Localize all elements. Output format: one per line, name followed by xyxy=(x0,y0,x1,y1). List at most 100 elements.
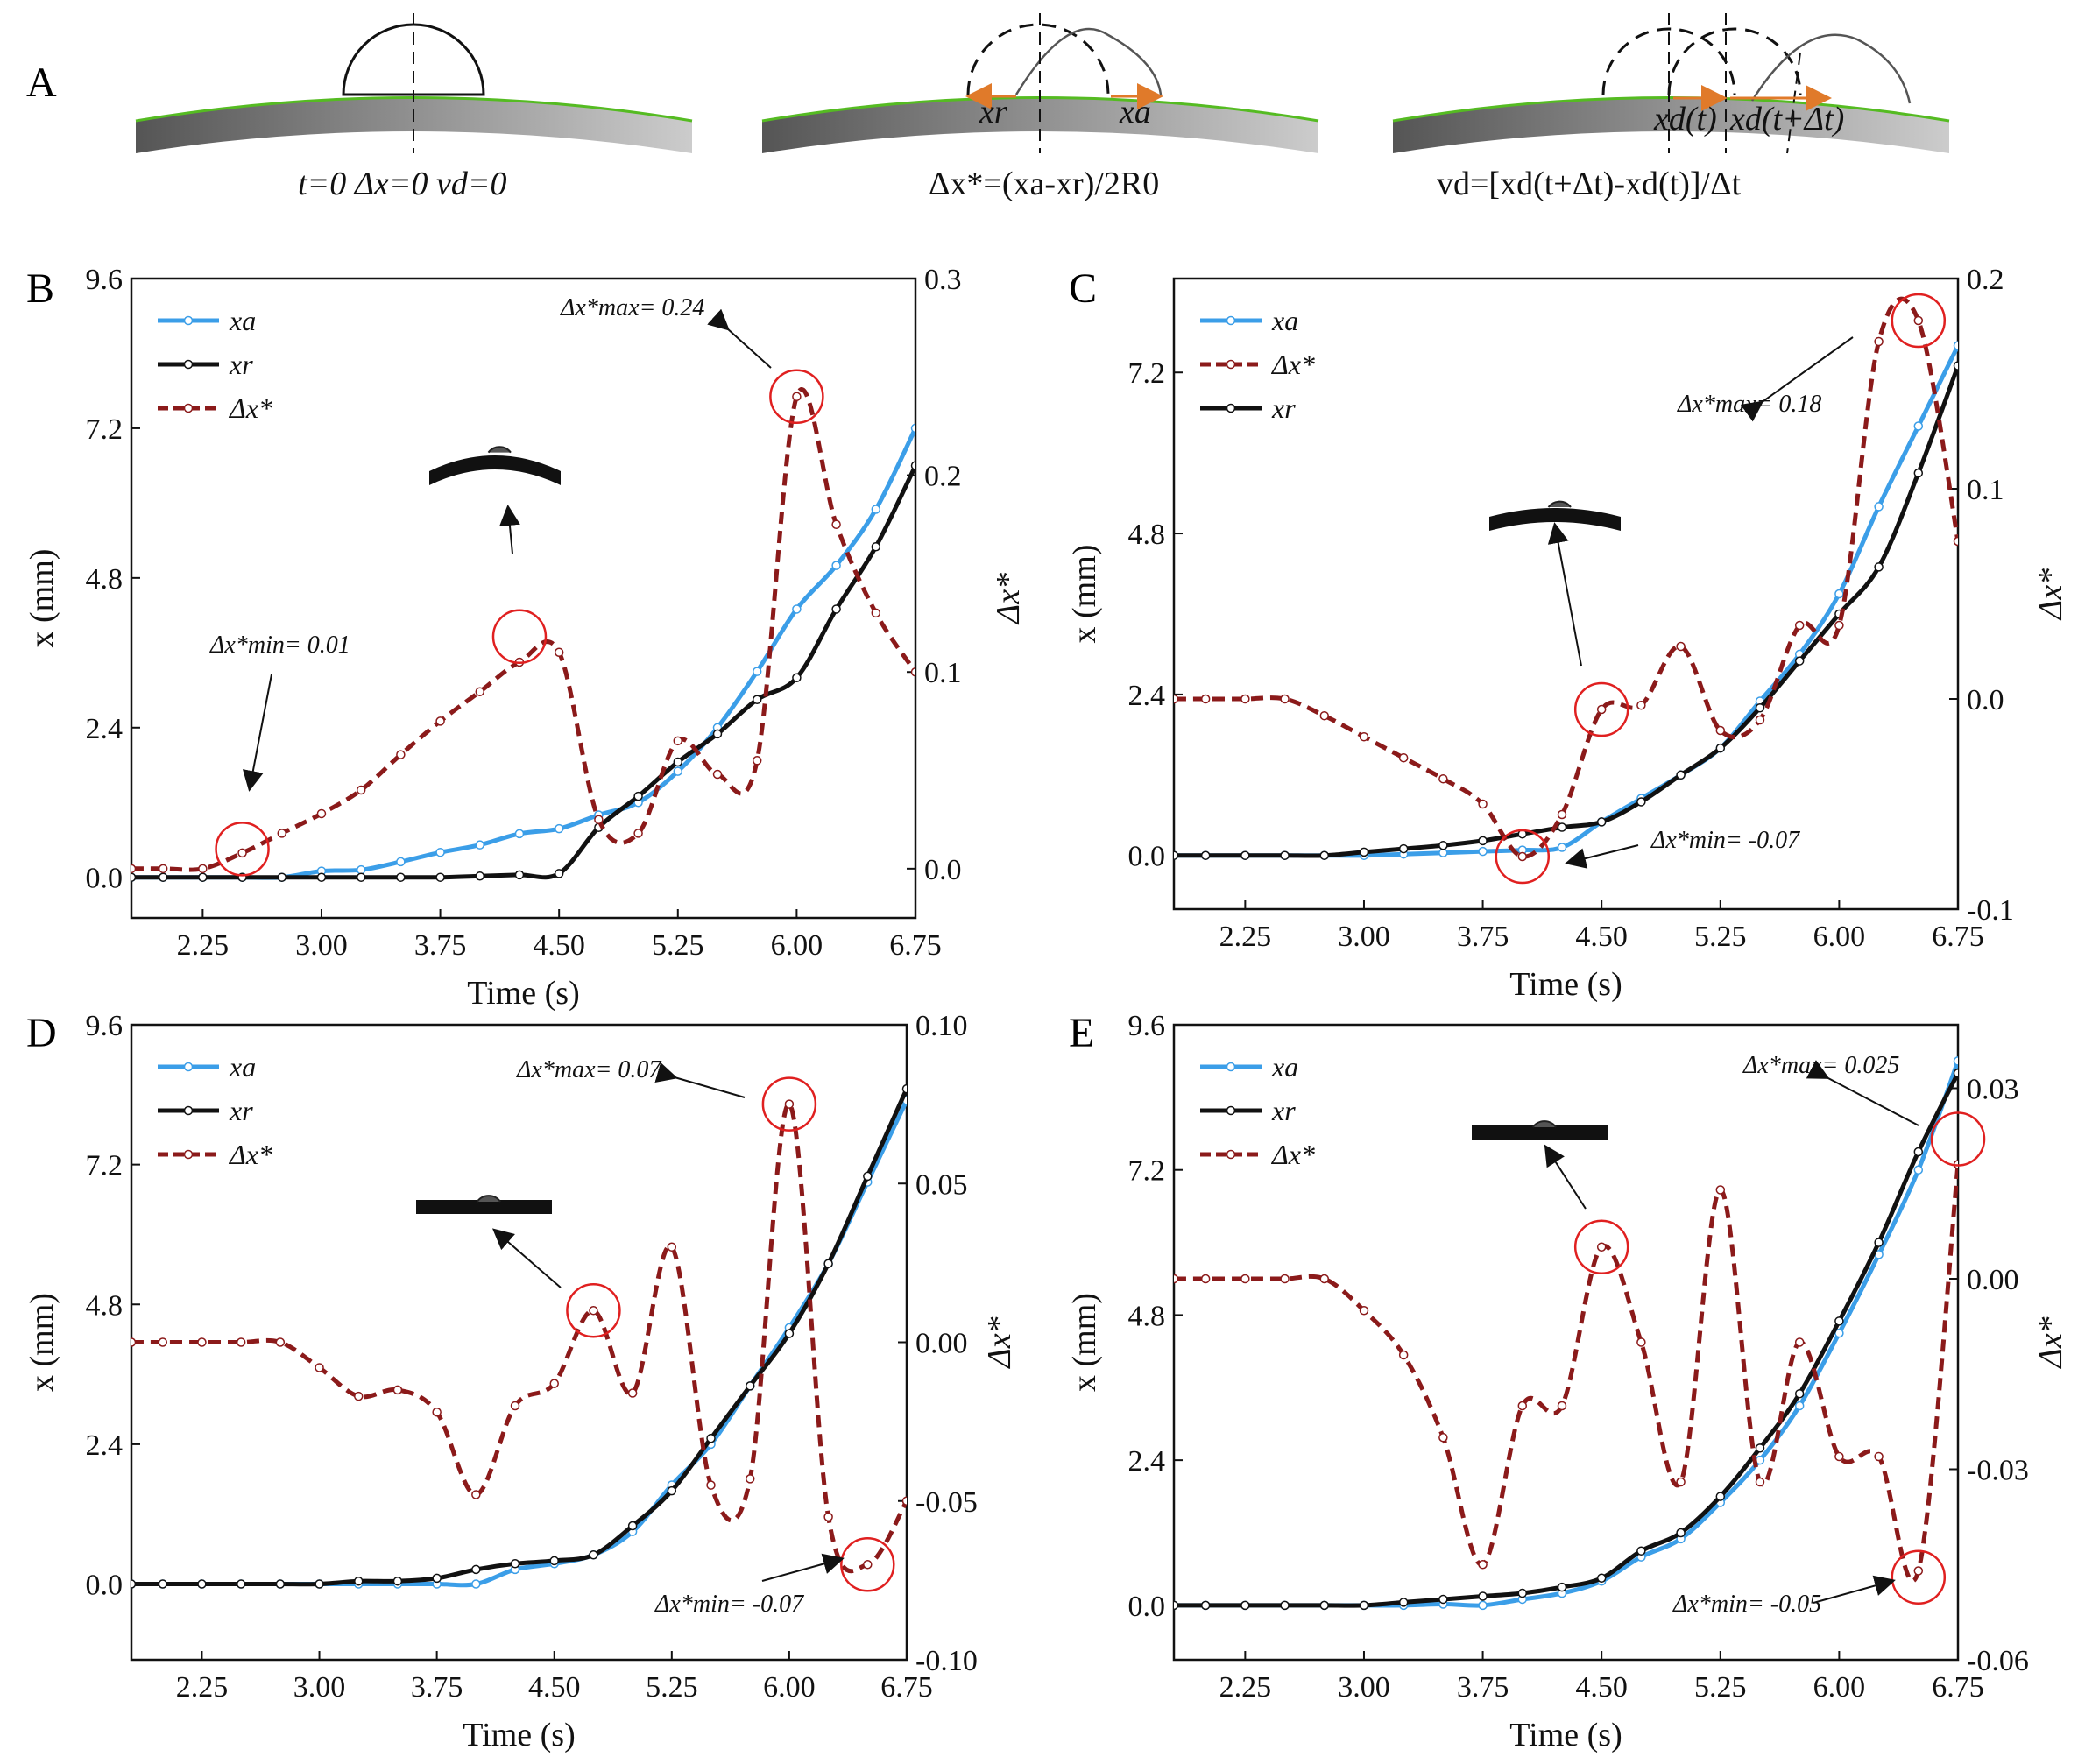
data-point-xr xyxy=(1874,1238,1884,1247)
annotation-max: Δx*max= 0.18 xyxy=(1677,391,1821,418)
data-point-xr xyxy=(1174,1600,1179,1611)
x-tick-label: 6.75 xyxy=(880,1671,933,1704)
inset-droplet xyxy=(487,446,512,454)
data-point-dx xyxy=(667,1242,677,1252)
data-point-dx xyxy=(475,687,485,696)
y-tick-label: 4.8 xyxy=(86,1289,124,1322)
data-point-xr xyxy=(1319,1600,1330,1611)
annotation-max: Δx*max= 0.07 xyxy=(516,1056,661,1083)
data-point-dx xyxy=(831,519,841,530)
panel-letter-a: A xyxy=(26,60,57,106)
data-point-dx xyxy=(1359,731,1369,742)
x-tick-label: 3.75 xyxy=(411,1671,463,1704)
y-tick-label: 0.0 xyxy=(86,863,124,895)
data-point-xr xyxy=(1636,1546,1646,1556)
data-point-xa xyxy=(1794,1401,1805,1411)
data-point-xr xyxy=(910,461,915,470)
data-point-dx xyxy=(1174,694,1179,704)
droplet-inset-image xyxy=(416,1195,552,1214)
legend-entry-xr: xr xyxy=(158,1095,253,1126)
data-point-xa xyxy=(1557,843,1567,852)
max-highlight-circle xyxy=(1891,293,1947,349)
annotation-max: Δx*max= 0.025 xyxy=(1742,1052,1899,1079)
legend-marker xyxy=(1226,1105,1236,1116)
data-point-xr xyxy=(1596,817,1607,827)
y-tick-label: 9.6 xyxy=(86,1010,124,1042)
data-point-dx xyxy=(792,392,802,402)
data-point-xr xyxy=(863,1171,873,1182)
y-tick-label: 2.4 xyxy=(86,1429,124,1462)
data-point-xr xyxy=(1359,847,1369,857)
data-point-xr xyxy=(435,872,445,882)
data-point-xr xyxy=(1794,656,1805,666)
x-tick-label: 5.25 xyxy=(652,929,704,962)
chart-panel-d: D 2.25 3.00 3.75 4.50 5.25 6.00 6.75 0.0 2.4 4.8 7.… xyxy=(24,1010,1018,1753)
data-point-xr xyxy=(1200,1600,1211,1611)
data-point-dx xyxy=(554,647,564,658)
data-point-xr xyxy=(1438,1594,1448,1605)
data-point-xr xyxy=(784,1329,795,1338)
data-point-dx xyxy=(356,785,366,795)
y2-tick-label: -0.05 xyxy=(915,1486,978,1519)
data-point-xa xyxy=(435,847,445,857)
inset-arrow xyxy=(1547,522,1582,667)
data-point-dx xyxy=(1715,725,1726,736)
data-point-xr xyxy=(1715,743,1726,753)
data-point-xr xyxy=(549,1556,559,1566)
x-tick-label: 3.00 xyxy=(1338,921,1390,953)
data-point-xr xyxy=(197,1579,207,1589)
legend-marker xyxy=(183,1149,194,1160)
data-point-xr xyxy=(1280,1600,1290,1611)
data-point-xr xyxy=(554,869,564,878)
data-point-dx xyxy=(1517,851,1528,862)
max-highlight-circle xyxy=(761,1076,817,1132)
data-point-xr xyxy=(1398,843,1409,854)
data-point-xa xyxy=(514,829,525,839)
series-line-xr xyxy=(1174,364,1958,858)
curved-substrate xyxy=(136,97,692,153)
x-tick-label: 4.50 xyxy=(528,1671,581,1704)
x-tick-label: 3.00 xyxy=(293,1671,346,1704)
annotation-arrow-max xyxy=(1806,1060,1919,1126)
data-point-xa xyxy=(752,667,762,676)
y-tick-label: 2.4 xyxy=(86,713,124,745)
y2-tick-label: -0.06 xyxy=(1967,1645,2029,1677)
data-point-xr xyxy=(1478,836,1488,846)
data-point-xr xyxy=(315,1579,324,1589)
data-point-xr xyxy=(1913,468,1924,478)
panel-letter: B xyxy=(26,265,54,312)
data-point-xa xyxy=(356,864,366,875)
data-point-dx xyxy=(823,1512,833,1522)
legend-entry-xr: xr xyxy=(158,349,253,380)
y-axis-label: x (mm) xyxy=(24,1293,60,1392)
data-point-dx xyxy=(197,1337,207,1347)
chart-panel-b: B 2.25 3.00 3.75 4.50 5.25 6.00 6.75 0.0 2.4 4.8 7.… xyxy=(24,264,1027,1012)
y2-axis-label: Δx* xyxy=(990,573,1027,625)
label-xa: xa xyxy=(1119,94,1151,131)
x-tick-label: 6.00 xyxy=(771,929,823,962)
y2-tick-label: 0.1 xyxy=(1967,474,2004,506)
data-point-dx xyxy=(510,1401,520,1411)
inset-arrow xyxy=(1544,1144,1587,1210)
data-point-xa xyxy=(1913,421,1924,431)
data-point-dx xyxy=(549,1379,559,1388)
data-point-xa xyxy=(471,1579,481,1589)
y2-tick-label: 0.03 xyxy=(1967,1074,2019,1106)
data-point-xr xyxy=(633,791,643,801)
x-axis-label: Time (s) xyxy=(1509,1717,1622,1753)
y-tick-label: 2.4 xyxy=(1128,680,1166,712)
plot-frame xyxy=(1172,1023,1960,1662)
data-point-dx xyxy=(1478,1560,1488,1570)
data-point-xr xyxy=(706,1433,716,1443)
data-point-xr xyxy=(158,872,168,882)
data-point-xr xyxy=(275,1579,286,1589)
x-tick-label: 3.75 xyxy=(414,929,467,962)
data-point-dx xyxy=(1557,809,1567,820)
x-tick-label: 2.25 xyxy=(176,1671,229,1704)
data-point-xr xyxy=(316,872,327,882)
data-point-xr xyxy=(356,872,366,882)
data-point-dx xyxy=(1174,1274,1179,1284)
data-point-dx xyxy=(1874,1451,1884,1462)
data-point-xr xyxy=(432,1573,442,1584)
legend-entry-xr: xr xyxy=(1200,1095,1296,1126)
